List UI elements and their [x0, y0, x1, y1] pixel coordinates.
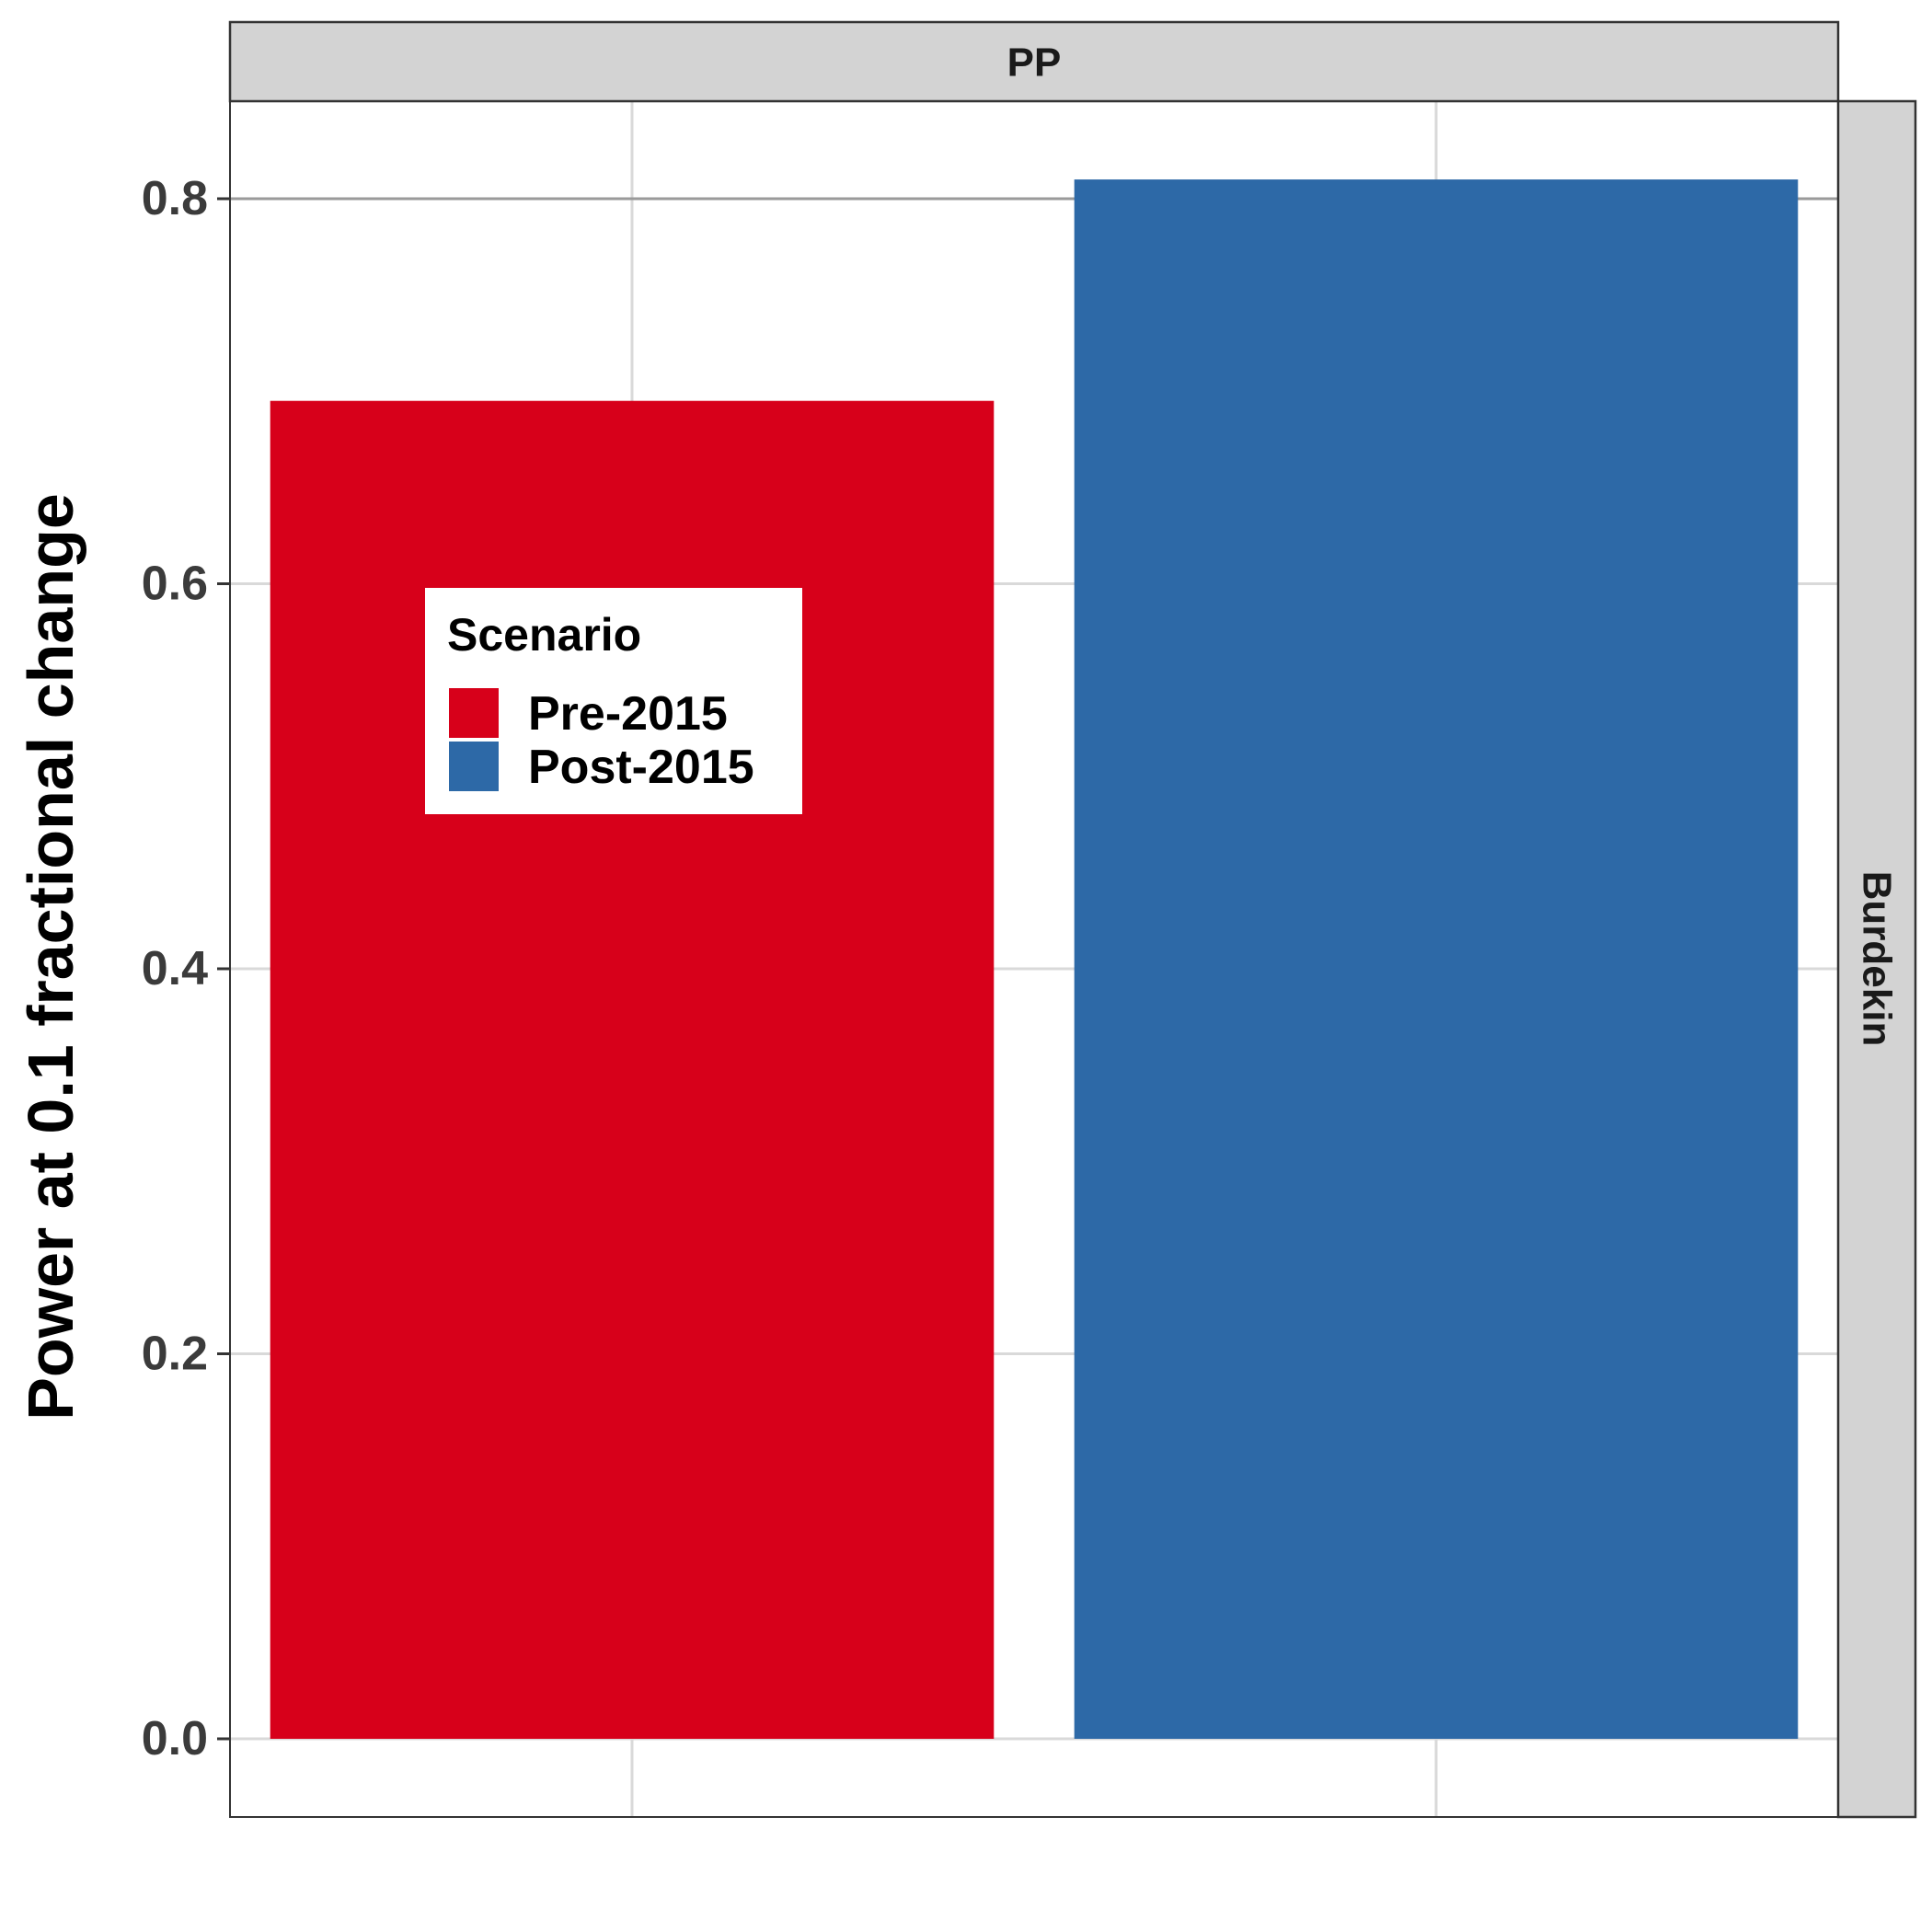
y-tick-label: 0.8: [142, 172, 208, 225]
y-tick-label: 0.6: [142, 558, 208, 611]
facet-strip-right-label: Burdekin: [1855, 871, 1900, 1047]
y-axis-ticks: 0.0 0.2 0.4 0.6 0.8: [142, 172, 230, 1765]
legend: Scenario Pre-2015 Post-2015: [425, 588, 802, 814]
y-axis-title: Power at 0.1 fractional change: [15, 493, 86, 1420]
legend-title: Scenario: [447, 609, 641, 661]
y-tick-label: 0.2: [142, 1328, 208, 1381]
legend-key-pre-2015: [449, 688, 499, 738]
y-tick-label: 0.0: [142, 1712, 208, 1765]
legend-key-post-2015: [449, 742, 499, 791]
y-tick-label: 0.4: [142, 942, 208, 995]
facet-strip-right: [1836, 99, 1917, 1819]
facet-strip-top: [228, 20, 1840, 103]
legend-label-pre-2015: Pre-2015: [528, 687, 728, 741]
bar-post-2015: [1074, 179, 1799, 1740]
facet-strip-top-label: PP: [1007, 40, 1062, 86]
legend-label-post-2015: Post-2015: [528, 741, 754, 794]
